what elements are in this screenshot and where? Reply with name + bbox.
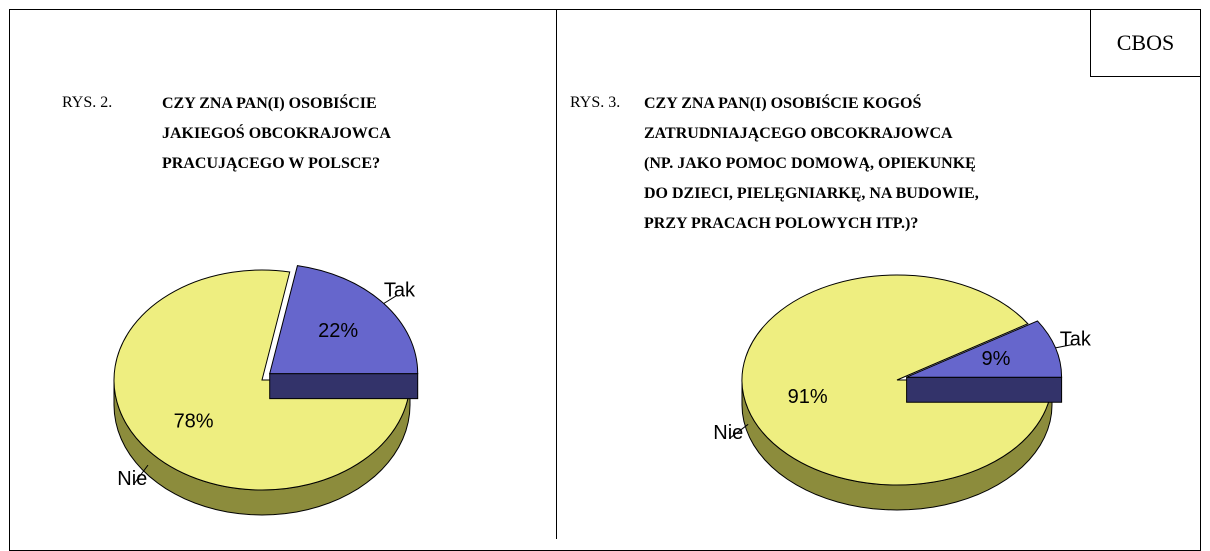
category-label: Tak bbox=[384, 279, 416, 301]
slice-cut bbox=[906, 376, 1063, 403]
title-line: (NP. JAKO POMOC DOMOWĄ, OPIEKUNKĘ bbox=[644, 155, 976, 172]
source-label: CBOS bbox=[1090, 9, 1200, 77]
slice bbox=[113, 269, 411, 491]
value-label: 91% bbox=[788, 386, 828, 408]
slice bbox=[269, 265, 419, 375]
figure-label: RYS. 2. bbox=[62, 94, 113, 111]
slice-cut bbox=[269, 373, 419, 400]
category-label: Nie bbox=[117, 468, 147, 490]
leader-line bbox=[1055, 343, 1074, 349]
value-label: 9% bbox=[981, 348, 1010, 370]
page: CBOS RYS. 2. CZY ZNA PAN(I) OSOBIŚCIE JAK… bbox=[9, 9, 1201, 551]
title-line: CZY ZNA PAN(I) OSOBIŚCIE KOGOŚ bbox=[644, 95, 922, 112]
chart-title: CZY ZNA PAN(I) OSOBIŚCIE JAKIEGOŚ OBCOKRA… bbox=[162, 89, 391, 179]
charts: 22% Tak 78% Nie 9% Tak 91% Nie bbox=[113, 265, 1092, 516]
title-line: CZY ZNA PAN(I) OSOBIŚCIE bbox=[162, 95, 377, 112]
category-label: Tak bbox=[1060, 329, 1092, 351]
value-label: 22% bbox=[318, 320, 358, 342]
title-line: JAKIEGOŚ OBCOKRAJOWCA bbox=[162, 125, 391, 142]
leader-line bbox=[383, 294, 398, 304]
title-line: PRACUJĄCEGO W POLSCE? bbox=[162, 155, 381, 172]
title-line: ZATRUDNIAJĄCEGO OBCOKRAJOWCA bbox=[644, 125, 953, 142]
category-label: Nie bbox=[713, 422, 743, 444]
leader-line bbox=[133, 464, 149, 484]
value-label: 78% bbox=[174, 410, 214, 432]
figure-label: RYS. 3. bbox=[570, 94, 621, 111]
slice bbox=[906, 320, 1063, 378]
title-line: PRZY PRACACH POLOWYCH ITP.)? bbox=[644, 215, 919, 232]
divider bbox=[556, 9, 557, 539]
slice bbox=[741, 274, 1053, 486]
chart-title: CZY ZNA PAN(I) OSOBIŚCIE KOGOŚ ZATRUDNIAJ… bbox=[644, 89, 979, 239]
title-line: DO DZIECI, PIELĘGNIARKĘ, NA BUDOWIE, bbox=[644, 185, 979, 202]
leader-line bbox=[729, 423, 749, 439]
